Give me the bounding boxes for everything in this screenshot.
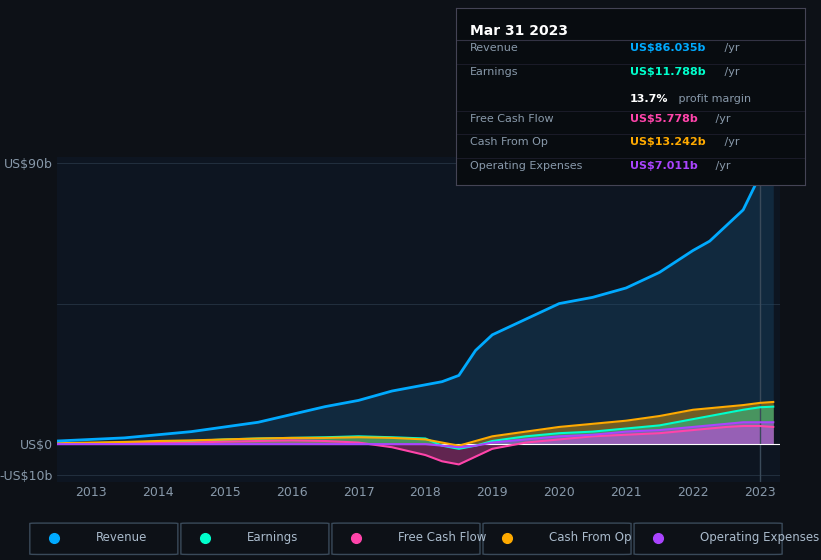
Text: Earnings: Earnings [246,531,298,544]
Text: Earnings: Earnings [470,67,518,77]
FancyBboxPatch shape [181,523,329,554]
FancyBboxPatch shape [332,523,480,554]
Text: Operating Expenses: Operating Expenses [470,161,582,171]
Text: US$86.035b: US$86.035b [631,43,705,53]
Text: Mar 31 2023: Mar 31 2023 [470,24,567,38]
Text: /yr: /yr [721,43,740,53]
Text: Cash From Op: Cash From Op [548,531,631,544]
FancyBboxPatch shape [483,523,631,554]
FancyBboxPatch shape [634,523,782,554]
Text: Cash From Op: Cash From Op [470,137,548,147]
Text: Operating Expenses: Operating Expenses [699,531,819,544]
Text: profit margin: profit margin [676,94,751,104]
Text: US$13.242b: US$13.242b [631,137,706,147]
Text: Revenue: Revenue [95,531,147,544]
Text: US$5.778b: US$5.778b [631,114,698,124]
FancyBboxPatch shape [30,523,178,554]
Text: Free Cash Flow: Free Cash Flow [397,531,486,544]
Text: Revenue: Revenue [470,43,518,53]
Text: US$11.788b: US$11.788b [631,67,706,77]
Text: /yr: /yr [721,137,740,147]
Text: /yr: /yr [712,114,730,124]
Text: 13.7%: 13.7% [631,94,668,104]
Text: US$7.011b: US$7.011b [631,161,698,171]
Text: /yr: /yr [721,67,740,77]
Text: Free Cash Flow: Free Cash Flow [470,114,553,124]
Text: /yr: /yr [712,161,730,171]
